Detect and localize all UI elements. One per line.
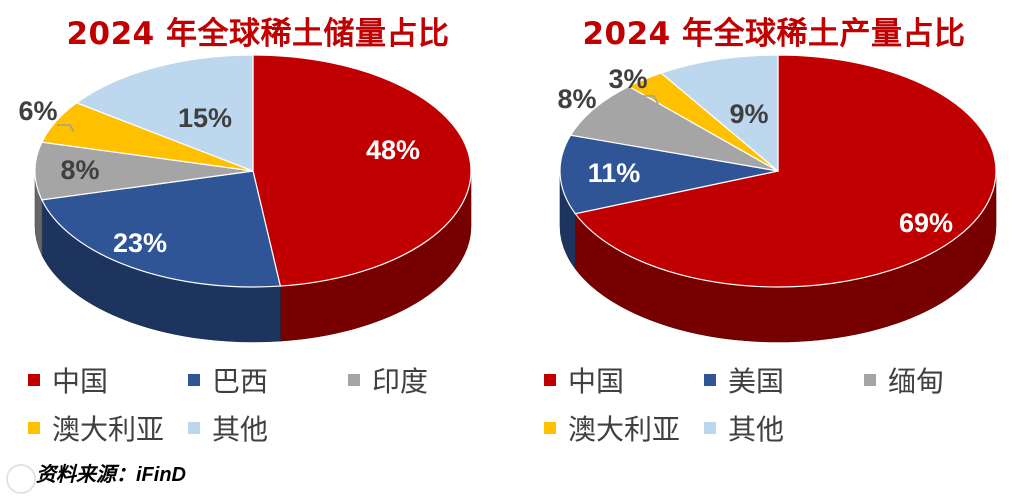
legend-swatch-2 <box>348 374 360 386</box>
reserves-legend: 中国 巴西 印度澳大利亚 其他 <box>28 362 508 446</box>
reserves-pie-chart: 48% 23% 8%6% 15% <box>18 54 472 343</box>
legend-label-2: 缅甸 <box>888 365 945 398</box>
legend-swatch-2 <box>864 374 876 386</box>
pie-slice-1 <box>559 134 779 215</box>
production-chart-title: 2024 年全球稀土产量占比 <box>582 16 966 52</box>
data-label-4: 15% <box>178 103 232 133</box>
data-label-3: 6% <box>18 96 57 126</box>
legend-item-0: 中国 <box>28 362 188 398</box>
legend-swatch-3 <box>544 422 556 434</box>
legend-label-3: 澳大利亚 <box>52 413 165 446</box>
pie-slice-2 <box>34 141 254 201</box>
pie-slice-2 <box>569 85 779 172</box>
pie-data-labels: 48% 23% 8%6% 15% <box>18 96 420 258</box>
legend-item-3: 澳大利亚 <box>544 410 704 446</box>
legend-label-0: 中国 <box>52 365 109 398</box>
legend-label-0: 中国 <box>568 365 625 398</box>
legend-item-1: 巴西 <box>188 362 348 398</box>
legend-item-4: 其他 <box>188 410 348 446</box>
production-pie-chart: 69% 11% 8% 3% 9% <box>557 54 997 343</box>
legend-item-2: 缅甸 <box>864 362 1024 398</box>
legend-label-4: 其他 <box>212 413 269 446</box>
legend-swatch-0 <box>28 374 40 386</box>
pie-slice-0 <box>252 54 472 287</box>
legend-swatch-0 <box>544 374 556 386</box>
data-label-2: 8% <box>60 155 99 185</box>
legend-item-4: 其他 <box>704 410 864 446</box>
legend-label-1: 巴西 <box>212 365 269 398</box>
production-chart-panel: 69% 11% 8% 3% 9% 2024 年全球稀土产量占比 中国 美国 缅甸澳大利亚 其他 <box>516 0 1032 470</box>
legend-label-2: 印度 <box>372 365 429 398</box>
pie-slice-4 <box>659 54 779 173</box>
legend-label-1: 美国 <box>728 365 785 398</box>
source-note: 资料来源：iFinD <box>36 458 186 487</box>
legend-swatch-1 <box>704 374 716 386</box>
reserves-chart-panel: 48% 23% 8% 6% 15% 2024 年全球稀土储量占比 中国 巴西 印度澳大利亚 其… <box>0 0 516 470</box>
legend-swatch-4 <box>188 422 200 434</box>
data-label-1: 23% <box>113 228 167 258</box>
pie-slice-1 <box>40 170 282 288</box>
production-legend: 中国 美国 缅甸澳大利亚 其他 <box>544 362 1024 446</box>
data-label-0: 69% <box>899 208 953 238</box>
leader-line-3 <box>57 124 75 133</box>
source-label: 资料来源： <box>36 464 136 486</box>
data-label-4: 9% <box>729 99 768 129</box>
pie-slice-4 <box>75 54 254 172</box>
data-label-3: 3% <box>608 64 647 94</box>
source-name: iFinD <box>136 464 186 486</box>
legend-item-3: 澳大利亚 <box>28 410 188 446</box>
pie-slice-0 <box>574 54 997 288</box>
pie-top-faces <box>34 54 472 288</box>
data-label-0: 48% <box>366 135 420 165</box>
pie-data-labels: 69% 11% 8% 3% 9% <box>557 64 953 238</box>
pie-top-faces <box>559 54 997 288</box>
data-label-2: 8% <box>557 84 596 114</box>
reserves-chart-title: 2024 年全球稀土储量占比 <box>66 16 450 52</box>
legend-item-2: 印度 <box>348 362 508 398</box>
data-label-1: 11% <box>588 158 641 188</box>
watermark-logo-icon <box>6 464 36 494</box>
legend-swatch-4 <box>704 422 716 434</box>
legend-label-3: 澳大利亚 <box>568 413 681 446</box>
legend-swatch-1 <box>188 374 200 386</box>
legend-item-1: 美国 <box>704 362 864 398</box>
leader-line-3 <box>642 95 659 105</box>
legend-item-0: 中国 <box>544 362 704 398</box>
legend-label-4: 其他 <box>728 413 785 446</box>
legend-swatch-3 <box>28 422 40 434</box>
